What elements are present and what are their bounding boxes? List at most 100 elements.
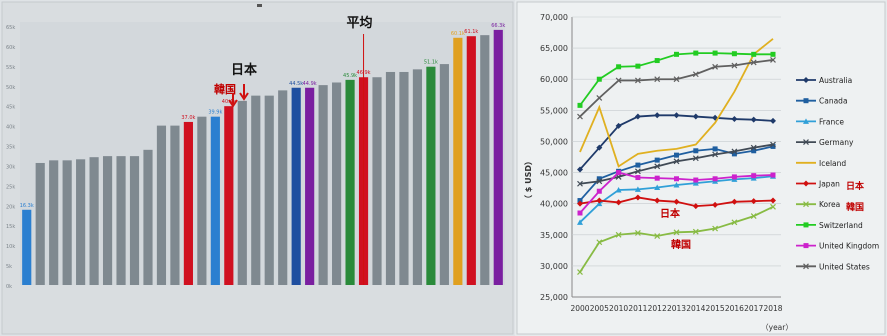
bar — [170, 125, 180, 285]
bar — [318, 85, 328, 286]
bar — [385, 71, 396, 285]
bar — [237, 100, 247, 286]
bar-value-label: 40.4k — [222, 99, 236, 105]
bar-chart-panel: 0k 5k 10k 15k 20k 25k 30k 35k 40k 45k 50k 55k 60k 65k… — [0, 0, 515, 336]
data-point — [596, 178, 603, 185]
line-chart: 25,000 30,000 35,000 40,000 45,000 50,000 55,0… — [516, 1, 886, 335]
data-point — [693, 50, 699, 56]
y-tick-label: 25k — [6, 184, 15, 190]
data-point — [770, 143, 776, 149]
data-point — [712, 151, 719, 158]
data-point — [577, 113, 583, 120]
bar — [251, 95, 261, 285]
data-point — [596, 197, 603, 204]
data-point — [577, 269, 583, 276]
bar — [426, 66, 436, 286]
bar-value-label: 37.0k — [181, 115, 195, 121]
bar — [129, 156, 140, 285]
average-label: 平均 — [347, 15, 373, 31]
legend-label: Australia — [819, 76, 852, 85]
bar-value-label: 39.9k — [208, 110, 222, 116]
y-tick-label: 15k — [6, 224, 15, 230]
legend-label: Canada — [819, 97, 848, 106]
y-tick-label: 65k — [6, 25, 15, 31]
legend-label: Germany — [819, 138, 854, 147]
data-point — [634, 229, 641, 236]
data-point — [635, 162, 641, 168]
data-point — [770, 141, 776, 148]
data-point — [770, 197, 776, 204]
x-tick-label: 2018 — [763, 304, 782, 313]
legend-label: Japan — [818, 180, 840, 189]
data-point — [654, 184, 661, 190]
data-point — [692, 228, 699, 235]
top-marker — [257, 4, 262, 7]
korea-annotation: 韓国 — [214, 82, 236, 96]
data-point — [751, 148, 757, 154]
data-point — [654, 58, 660, 64]
data-point — [712, 225, 719, 232]
bar — [278, 90, 288, 285]
data-point — [770, 57, 776, 63]
x-tick-label: 2005 — [590, 304, 609, 313]
data-point — [616, 64, 622, 70]
y-tick-label: 70,000 — [540, 13, 568, 22]
y-tick-label: 5k — [6, 264, 12, 270]
data-point — [615, 231, 622, 238]
data-point — [692, 71, 699, 78]
data-point — [634, 113, 641, 120]
legend-marker — [803, 139, 809, 146]
y-tick-label: 30,000 — [540, 262, 568, 271]
y-tick-label: 55k — [6, 65, 15, 71]
japan-arrow — [239, 84, 249, 101]
data-point — [634, 77, 641, 84]
bar-value-label: 51.1k — [424, 60, 438, 66]
bar — [102, 156, 113, 285]
data-point — [712, 176, 718, 182]
data-point — [673, 198, 680, 205]
x-tick-label: 2014 — [686, 304, 705, 313]
data-point — [596, 239, 603, 246]
legend-label: Iceland — [819, 159, 846, 168]
data-point — [731, 151, 737, 157]
bar-chart: 0k 5k 10k 15k 20k 25k 30k 35k 40k 45k 50k 55k 60k 65k… — [1, 1, 514, 335]
data-point — [731, 116, 738, 123]
x-tick-label: 2017 — [744, 304, 763, 313]
data-point — [731, 51, 737, 57]
bar — [264, 95, 274, 285]
data-point — [615, 199, 622, 206]
bar — [143, 149, 153, 285]
data-point — [654, 157, 660, 163]
x-tick-label: 2000 — [570, 304, 589, 313]
bar — [291, 87, 301, 285]
y-tick-label: 50k — [6, 85, 15, 91]
legend-marker — [803, 222, 809, 228]
y-tick-label: 35k — [6, 145, 15, 151]
korea-legend-annotation: 韓国 — [846, 201, 864, 213]
y-tick-label: 40,000 — [540, 200, 568, 209]
bar — [399, 71, 409, 285]
data-point — [712, 201, 719, 208]
data-point — [750, 198, 757, 205]
line-chart-background — [516, 1, 886, 335]
data-point — [673, 158, 680, 165]
data-point — [750, 116, 757, 123]
bar — [439, 64, 449, 285]
bar — [49, 160, 59, 285]
y-tick-label: 50,000 — [540, 137, 568, 146]
bar — [480, 35, 490, 286]
legend-marker — [803, 243, 809, 249]
bar — [412, 69, 423, 285]
japan-annotation: 日本 — [231, 62, 257, 78]
y-tick-label: 10k — [6, 244, 15, 250]
y-tick-label: 40k — [6, 125, 15, 131]
data-point — [770, 117, 776, 124]
data-point — [692, 113, 699, 120]
data-point — [577, 180, 583, 187]
y-tick-label: 20k — [6, 204, 15, 210]
data-point — [750, 213, 757, 220]
data-point — [692, 203, 699, 210]
bar — [156, 125, 167, 285]
data-point — [596, 144, 603, 151]
data-point — [731, 62, 738, 69]
